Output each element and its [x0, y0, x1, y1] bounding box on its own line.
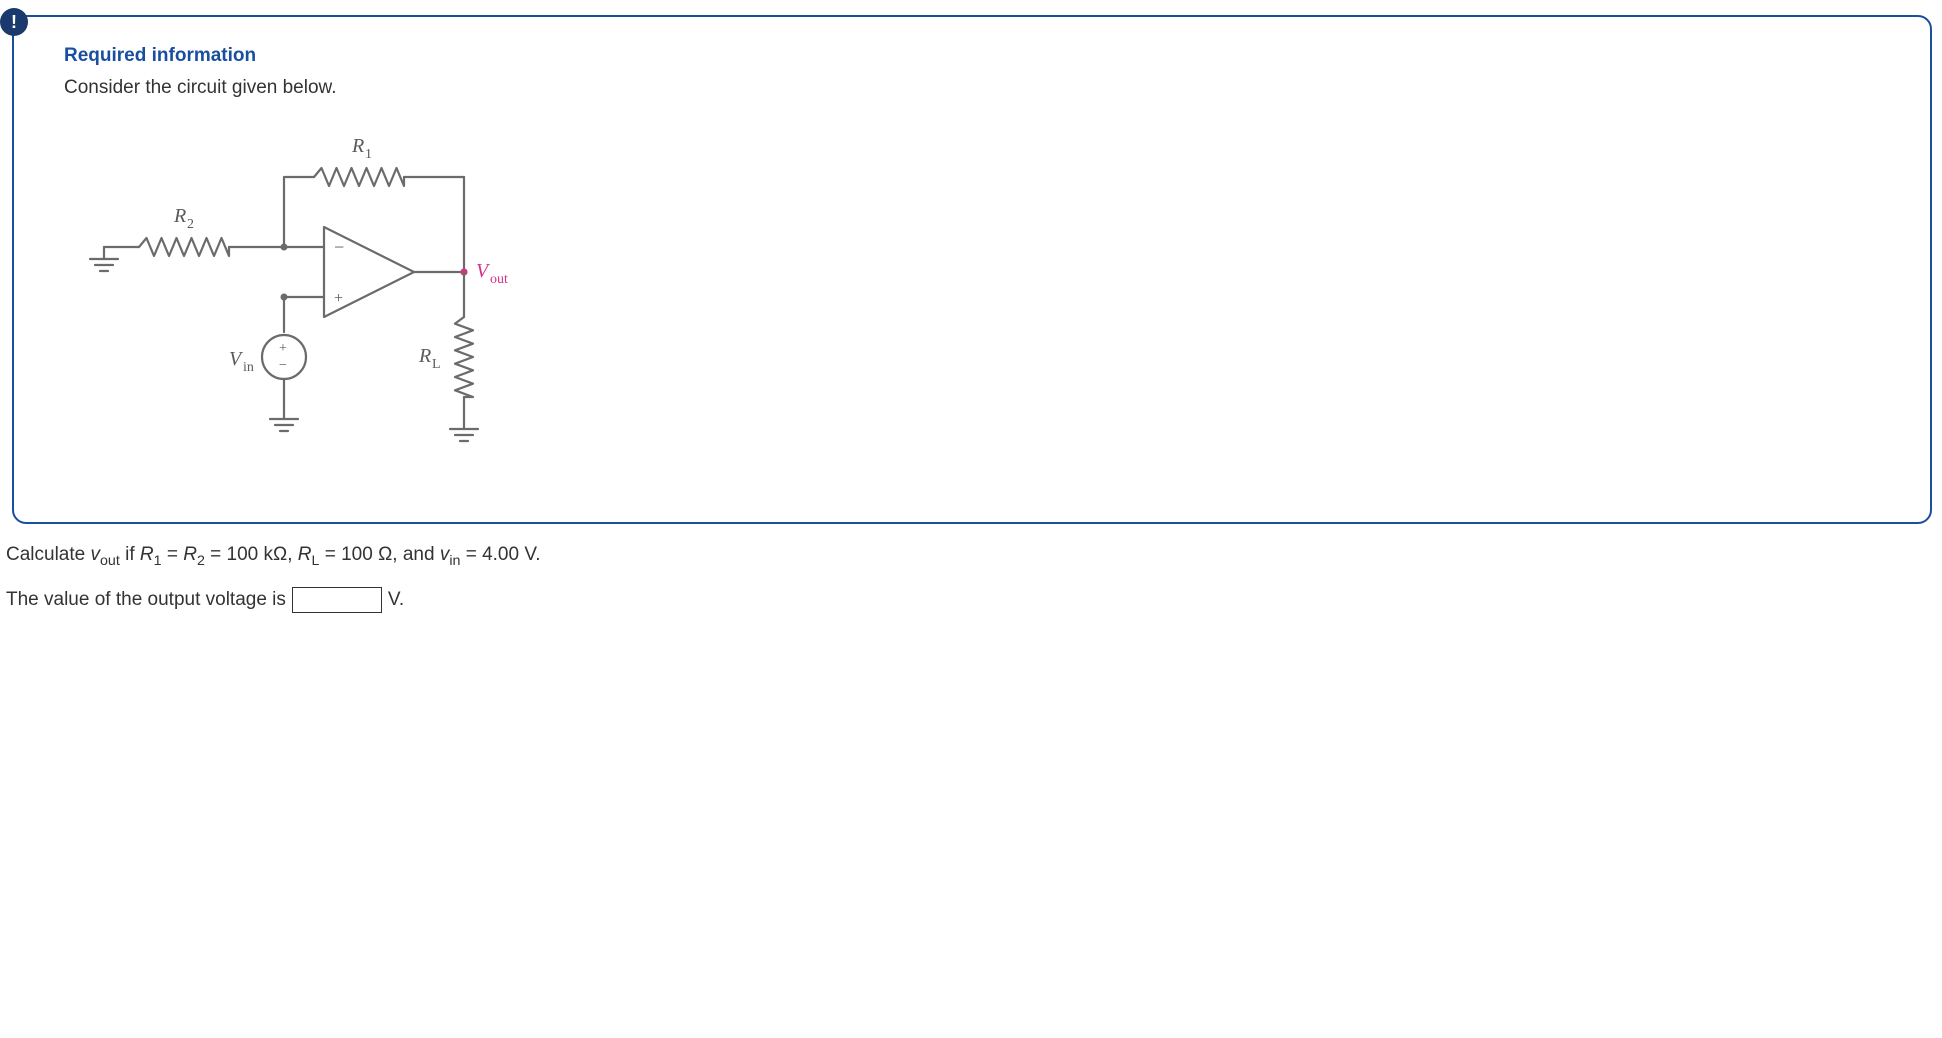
svg-text:−: − [334, 237, 344, 257]
svg-text:R: R [351, 135, 364, 157]
svg-text:R: R [173, 205, 186, 227]
svg-text:1: 1 [365, 147, 372, 162]
answer-input[interactable] [292, 587, 382, 613]
required-info-title: Required information [64, 45, 1890, 67]
svg-text:R: R [418, 345, 431, 367]
svg-text:+: + [279, 341, 287, 356]
alert-badge: ! [0, 8, 28, 36]
answer-row: The value of the output voltage is V. [6, 587, 1942, 613]
svg-text:−: − [279, 358, 287, 373]
answer-unit: V. [388, 589, 404, 611]
svg-text:in: in [243, 360, 254, 375]
svg-text:V: V [229, 348, 244, 370]
svg-text:V: V [476, 260, 491, 282]
answer-label: The value of the output voltage is [6, 589, 286, 611]
svg-text:L: L [432, 357, 441, 372]
question-text: Calculate vout if R1 = R2 = 100 kΩ, RL =… [6, 544, 1942, 569]
svg-text:out: out [490, 272, 508, 287]
svg-text:+: + [334, 290, 343, 307]
intro-text: Consider the circuit given below. [64, 77, 1890, 99]
info-panel: Required information Consider the circui… [12, 15, 1932, 524]
svg-text:2: 2 [187, 217, 194, 232]
circuit-diagram: R2R1−+VoutRL+−Vin [64, 117, 524, 477]
